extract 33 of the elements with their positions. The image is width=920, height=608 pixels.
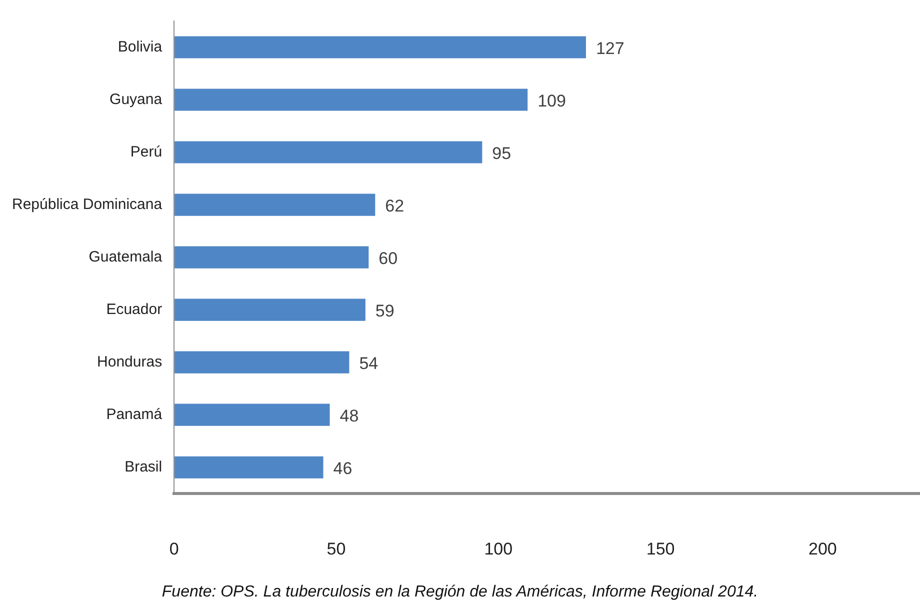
x-tick-label: 50 <box>326 539 346 558</box>
bar <box>174 141 482 164</box>
data-label: 95 <box>492 144 512 163</box>
data-label: 48 <box>340 406 359 426</box>
bar <box>174 246 369 268</box>
data-label: 54 <box>359 354 378 374</box>
bar <box>174 404 330 426</box>
data-label: 62 <box>385 196 404 216</box>
y-tick-label: Brasil <box>124 458 162 476</box>
y-tick-label: Honduras <box>97 353 162 370</box>
y-tick-label: Bolivia <box>118 38 163 56</box>
bar <box>174 456 324 478</box>
bar <box>174 36 586 58</box>
bar <box>174 298 366 321</box>
data-label: 127 <box>596 38 624 58</box>
y-tick-label: Guatemala <box>88 248 163 266</box>
bar <box>174 88 528 111</box>
bar <box>174 194 376 216</box>
data-label: 59 <box>375 302 394 320</box>
data-label: 60 <box>378 248 398 268</box>
y-tick-label: República Dominicana <box>12 196 163 213</box>
y-tick-label: Ecuador <box>106 300 162 318</box>
x-tick-label: 150 <box>646 539 675 558</box>
x-tick-label: 100 <box>484 539 513 558</box>
source-note: Fuente: OPS. La tuberculosis en la Región de las Américas, Informe Regional 2014. <box>162 583 758 600</box>
bar <box>174 351 350 374</box>
y-tick-label: Guyana <box>110 90 163 108</box>
x-tick-label: 0 <box>169 539 179 558</box>
data-label: 109 <box>538 91 566 110</box>
y-tick-label: Perú <box>130 143 162 160</box>
data-label: 46 <box>333 459 352 478</box>
x-tick-label: 200 <box>808 539 837 558</box>
y-tick-label: Panamá <box>106 406 163 423</box>
